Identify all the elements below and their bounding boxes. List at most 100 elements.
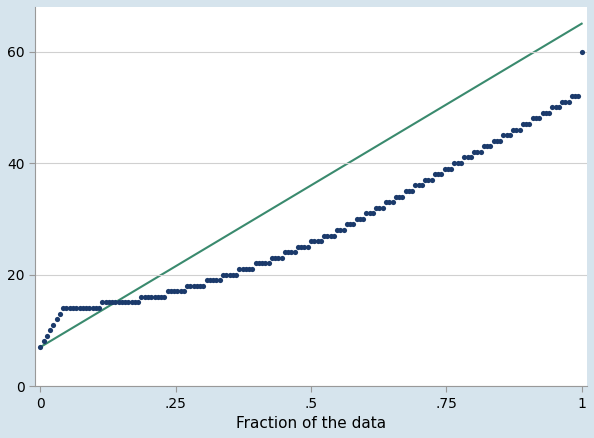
Point xyxy=(531,115,541,122)
Point xyxy=(267,254,277,261)
Point xyxy=(248,265,257,272)
Point xyxy=(283,249,293,256)
Point xyxy=(150,293,159,300)
Point xyxy=(336,226,345,233)
Point xyxy=(561,98,570,105)
Point xyxy=(169,288,179,295)
Point xyxy=(163,288,172,295)
Point xyxy=(427,176,437,183)
Point xyxy=(124,299,133,306)
Point xyxy=(137,293,146,300)
Point xyxy=(127,299,137,306)
Point xyxy=(511,126,521,133)
Point xyxy=(421,176,430,183)
Point xyxy=(303,243,312,250)
Point xyxy=(65,304,74,311)
Point xyxy=(198,282,208,289)
Point xyxy=(342,221,352,228)
Point xyxy=(473,148,482,155)
Point xyxy=(329,232,339,239)
Point xyxy=(195,282,205,289)
Point xyxy=(81,304,91,311)
Point xyxy=(254,260,264,267)
Point xyxy=(544,110,554,117)
Point xyxy=(515,126,525,133)
Point xyxy=(440,165,450,172)
Point xyxy=(453,159,463,166)
Point xyxy=(104,299,113,306)
Point xyxy=(316,237,326,244)
Point xyxy=(443,165,453,172)
Point xyxy=(42,332,52,339)
Point xyxy=(320,232,329,239)
Point xyxy=(339,226,348,233)
Point xyxy=(270,254,280,261)
Point xyxy=(574,93,583,100)
Point xyxy=(130,299,140,306)
Point xyxy=(241,265,251,272)
Point xyxy=(450,159,459,166)
Point xyxy=(97,299,107,306)
Point xyxy=(108,299,117,306)
Point xyxy=(479,143,489,150)
Point xyxy=(447,165,456,172)
Point xyxy=(404,187,413,194)
Point xyxy=(397,193,407,200)
Point xyxy=(147,293,156,300)
Point xyxy=(434,171,443,178)
Point xyxy=(554,104,564,111)
Point xyxy=(257,260,267,267)
Point xyxy=(525,120,534,127)
Point xyxy=(414,182,424,189)
Point xyxy=(528,115,538,122)
Point xyxy=(505,132,514,139)
Point xyxy=(394,193,404,200)
Point xyxy=(401,187,410,194)
Point xyxy=(355,215,365,223)
Point xyxy=(384,198,394,205)
Point xyxy=(290,249,299,256)
Point xyxy=(522,120,531,127)
Point xyxy=(307,237,316,244)
Point xyxy=(548,104,557,111)
X-axis label: Fraction of the data: Fraction of the data xyxy=(236,416,386,431)
Point xyxy=(538,110,547,117)
Point xyxy=(495,137,505,144)
Point xyxy=(84,304,94,311)
Point xyxy=(222,271,231,278)
Point xyxy=(391,193,400,200)
Point xyxy=(365,210,374,217)
Point xyxy=(189,282,198,289)
Point xyxy=(235,265,244,272)
Point xyxy=(173,288,182,295)
Point xyxy=(352,215,361,223)
Point xyxy=(182,282,192,289)
Point xyxy=(570,93,580,100)
Point xyxy=(407,187,417,194)
Point xyxy=(476,148,485,155)
Point xyxy=(541,110,551,117)
Point xyxy=(215,277,225,284)
Point xyxy=(121,299,130,306)
Point xyxy=(176,288,185,295)
Point xyxy=(205,277,214,284)
Point xyxy=(378,204,387,211)
Point xyxy=(293,243,303,250)
Point xyxy=(36,343,45,350)
Point xyxy=(68,304,78,311)
Point xyxy=(567,93,577,100)
Point xyxy=(326,232,336,239)
Point xyxy=(62,304,71,311)
Point xyxy=(156,293,166,300)
Point xyxy=(238,265,247,272)
Point xyxy=(75,304,84,311)
Point xyxy=(186,282,195,289)
Point xyxy=(489,137,498,144)
Point xyxy=(49,321,58,328)
Point xyxy=(535,115,544,122)
Point xyxy=(140,293,150,300)
Point xyxy=(153,293,163,300)
Point xyxy=(358,215,368,223)
Point xyxy=(466,154,476,161)
Point xyxy=(300,243,309,250)
